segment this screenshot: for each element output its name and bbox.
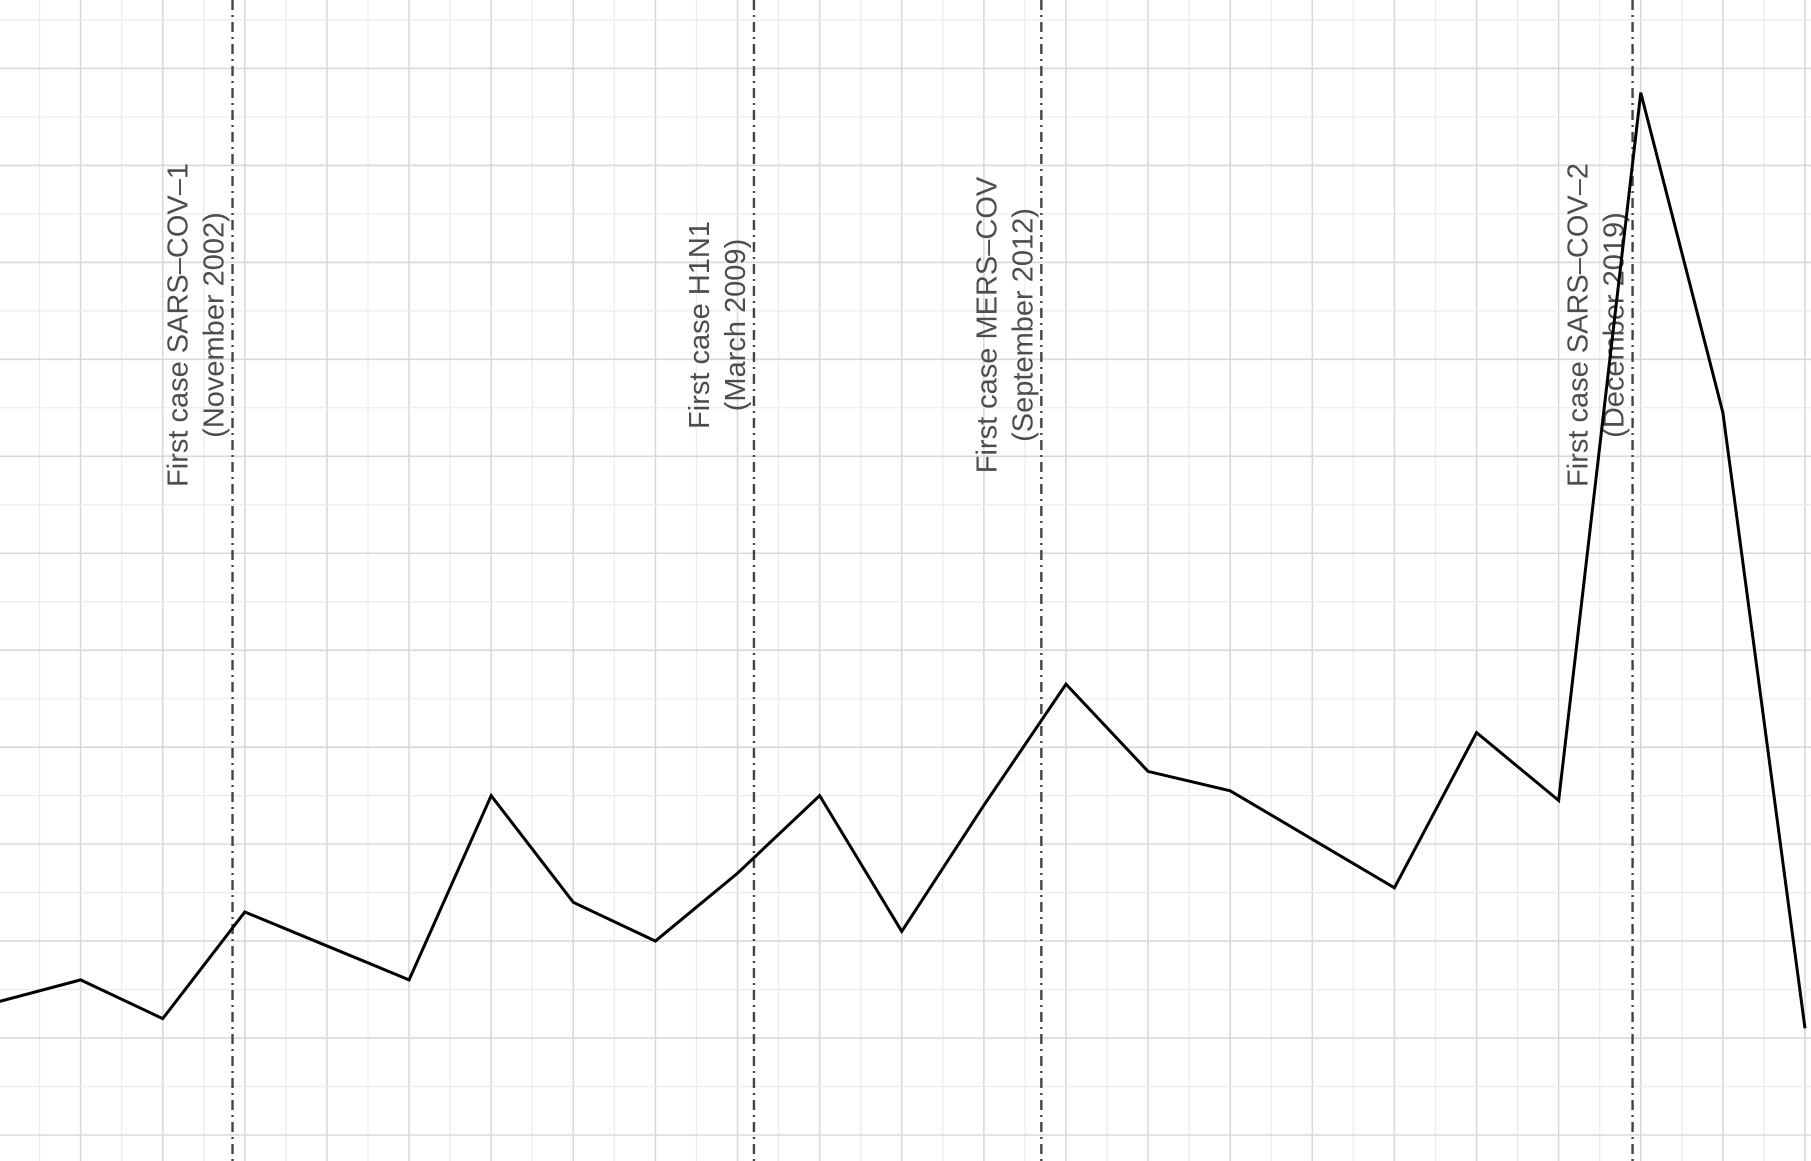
series <box>0 92 1807 1029</box>
event-annotation: First case MERS–COV (September 2012) <box>971 176 1039 473</box>
annotation-line-1: First case SARS–COV–2 <box>1563 163 1595 487</box>
event-annotation: First case SARS–COV–1 (November 2002) <box>163 163 231 487</box>
annotation-line-2: (November 2002) <box>199 212 231 438</box>
series-line <box>0 92 1807 1029</box>
annotation-line-2: (September 2012) <box>1007 208 1039 442</box>
event-annotation: First case H1N1 (March 2009) <box>684 221 752 429</box>
event-markers: First case SARS–COV–1 (November 2002) Firs… <box>163 0 1634 1161</box>
annotation-line-1: First case SARS–COV–1 <box>163 163 195 487</box>
annotation-line-2: (March 2009) <box>720 239 752 411</box>
annotation-line-1: First case H1N1 <box>684 221 716 429</box>
annotation-line-1: First case MERS–COV <box>971 176 1003 473</box>
event-annotation: First case SARS–COV–2 (December 2019) <box>1563 163 1631 487</box>
